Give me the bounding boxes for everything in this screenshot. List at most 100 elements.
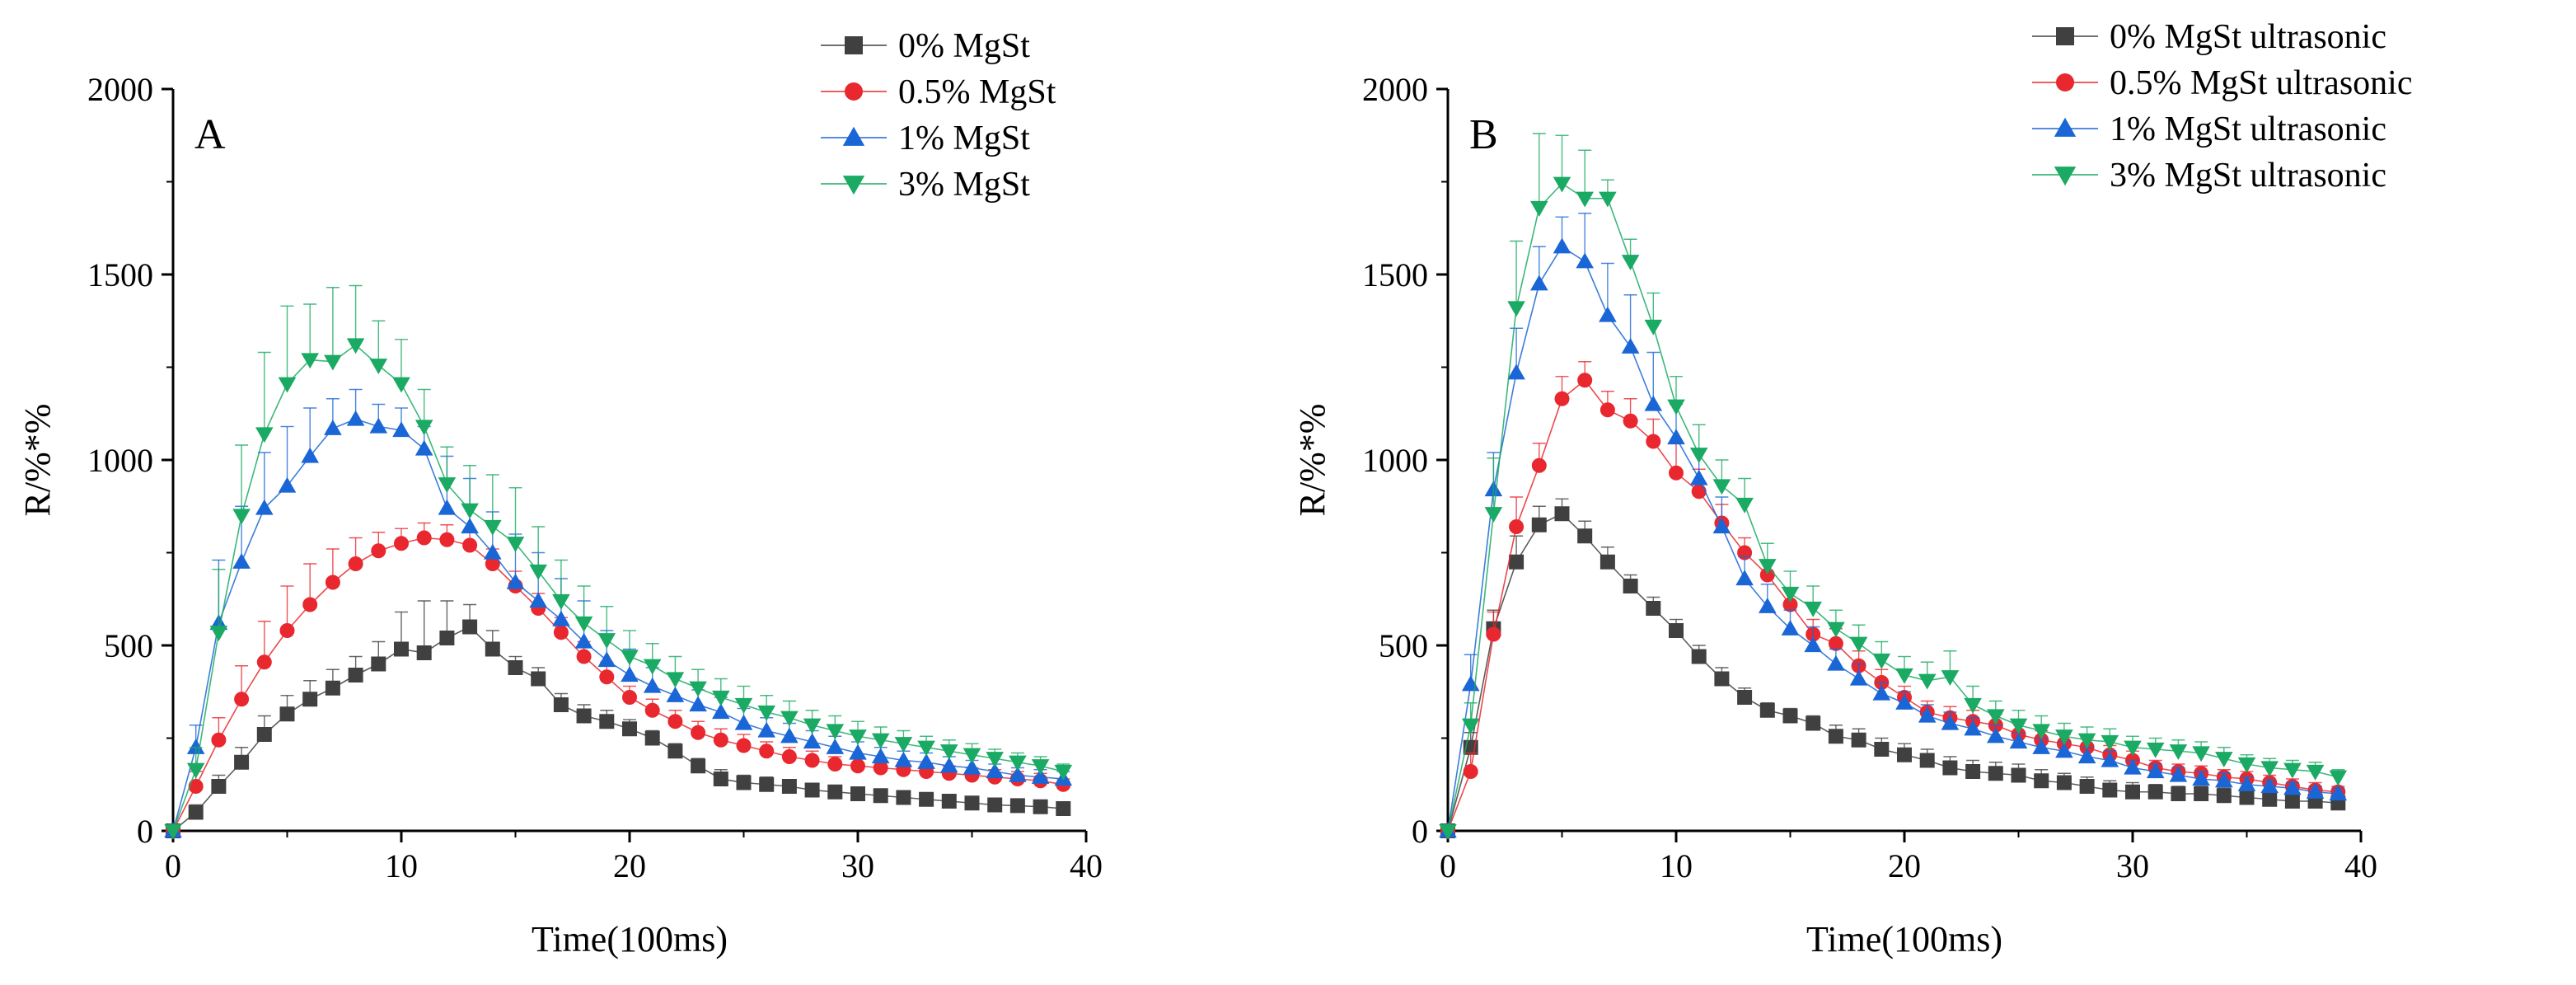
data-point bbox=[461, 503, 479, 519]
data-point bbox=[1828, 636, 1843, 651]
legend-item: 3% MgSt ultrasonic bbox=[2032, 157, 2386, 195]
x-axis-title: Time(100ms) bbox=[532, 919, 728, 959]
data-point bbox=[325, 680, 340, 696]
data-point bbox=[1669, 623, 1684, 638]
data-point bbox=[1759, 597, 1777, 613]
data-point bbox=[2125, 784, 2140, 800]
data-point bbox=[1735, 570, 1754, 586]
data-point bbox=[462, 537, 478, 553]
data-point bbox=[734, 714, 753, 730]
data-point bbox=[1782, 597, 1798, 612]
legend-item: 1% MgSt ultrasonic bbox=[2032, 110, 2386, 148]
data-point bbox=[2032, 738, 2050, 754]
data-point bbox=[1872, 653, 1891, 669]
data-point bbox=[713, 772, 728, 786]
data-point bbox=[1530, 200, 1548, 217]
series-0 bbox=[1440, 498, 2346, 838]
series-line bbox=[1447, 513, 2339, 832]
data-point bbox=[1712, 518, 1731, 534]
data-point bbox=[279, 706, 295, 722]
series-2 bbox=[1439, 213, 2348, 838]
legend-marker bbox=[842, 126, 865, 146]
data-point bbox=[1031, 767, 1050, 784]
data-point bbox=[1691, 484, 1707, 500]
data-point bbox=[1576, 252, 1594, 269]
data-point bbox=[1507, 301, 1525, 317]
data-point bbox=[873, 788, 888, 804]
data-point bbox=[439, 532, 455, 547]
data-point bbox=[2169, 744, 2188, 761]
data-point bbox=[1895, 693, 1913, 710]
series-line bbox=[172, 344, 1064, 832]
data-point bbox=[850, 786, 865, 801]
series-line bbox=[172, 537, 1064, 832]
data-point bbox=[552, 593, 570, 610]
series-line bbox=[1447, 182, 2339, 832]
data-point bbox=[871, 748, 890, 764]
data-point bbox=[1009, 755, 1027, 772]
data-point bbox=[987, 797, 1003, 813]
legend-label: 3% MgSt ultrasonic bbox=[2110, 157, 2386, 195]
data-point bbox=[2146, 762, 2165, 779]
data-point bbox=[621, 650, 639, 666]
data-point bbox=[940, 757, 958, 773]
data-point bbox=[2147, 784, 2163, 800]
data-point bbox=[462, 619, 478, 635]
data-point bbox=[1988, 766, 2003, 781]
data-point bbox=[484, 519, 502, 536]
data-point bbox=[2192, 746, 2210, 762]
legend-marker bbox=[845, 36, 863, 54]
legend-item: 0.5% MgSt bbox=[821, 73, 1056, 111]
data-point bbox=[757, 721, 775, 738]
data-point bbox=[2192, 770, 2210, 786]
data-point bbox=[597, 651, 616, 668]
data-point bbox=[871, 733, 890, 749]
data-point bbox=[1646, 434, 1661, 449]
data-point bbox=[508, 660, 523, 675]
data-point bbox=[211, 779, 227, 794]
y-tick-label: 1000 bbox=[1362, 442, 1428, 479]
data-point bbox=[2124, 758, 2142, 775]
data-point bbox=[415, 420, 433, 436]
data-point bbox=[2329, 770, 2348, 786]
data-point bbox=[325, 575, 340, 590]
data-point bbox=[1737, 690, 1753, 705]
data-point bbox=[461, 518, 479, 534]
data-point bbox=[666, 686, 685, 702]
data-point bbox=[1509, 519, 1525, 534]
legend-item: 0% MgSt ultrasonic bbox=[2032, 18, 2386, 56]
data-point bbox=[1509, 554, 1525, 570]
data-point bbox=[1735, 497, 1754, 514]
legend-label: 1% MgSt ultrasonic bbox=[2110, 110, 2386, 148]
x-tick-label: 20 bbox=[613, 847, 646, 884]
data-point bbox=[2011, 767, 2026, 783]
data-point bbox=[1965, 764, 1981, 779]
data-point bbox=[234, 692, 250, 707]
data-point bbox=[2101, 751, 2119, 767]
data-point bbox=[1759, 702, 1775, 718]
data-point bbox=[1941, 714, 1960, 730]
data-point bbox=[599, 714, 615, 729]
data-point bbox=[255, 499, 274, 515]
data-point bbox=[736, 738, 752, 753]
data-point bbox=[416, 530, 432, 546]
data-point bbox=[1918, 706, 1937, 723]
data-point bbox=[485, 556, 500, 571]
legend-item: 0% MgSt bbox=[821, 27, 1030, 65]
data-point bbox=[553, 697, 569, 712]
data-point bbox=[1919, 753, 1935, 768]
data-point bbox=[759, 776, 775, 792]
data-point bbox=[1599, 402, 1615, 418]
data-point bbox=[599, 669, 615, 685]
data-point bbox=[689, 681, 707, 697]
y-tick-label: 1500 bbox=[87, 256, 153, 293]
data-point bbox=[1553, 237, 1571, 254]
data-point bbox=[781, 779, 797, 794]
legend-label: 0.5% MgSt bbox=[898, 73, 1056, 111]
data-point bbox=[643, 659, 662, 675]
data-point bbox=[1439, 823, 1457, 840]
data-point bbox=[1827, 621, 1845, 638]
data-point bbox=[348, 668, 363, 682]
data-point bbox=[278, 377, 297, 393]
y-tick-label: 500 bbox=[1379, 627, 1428, 664]
